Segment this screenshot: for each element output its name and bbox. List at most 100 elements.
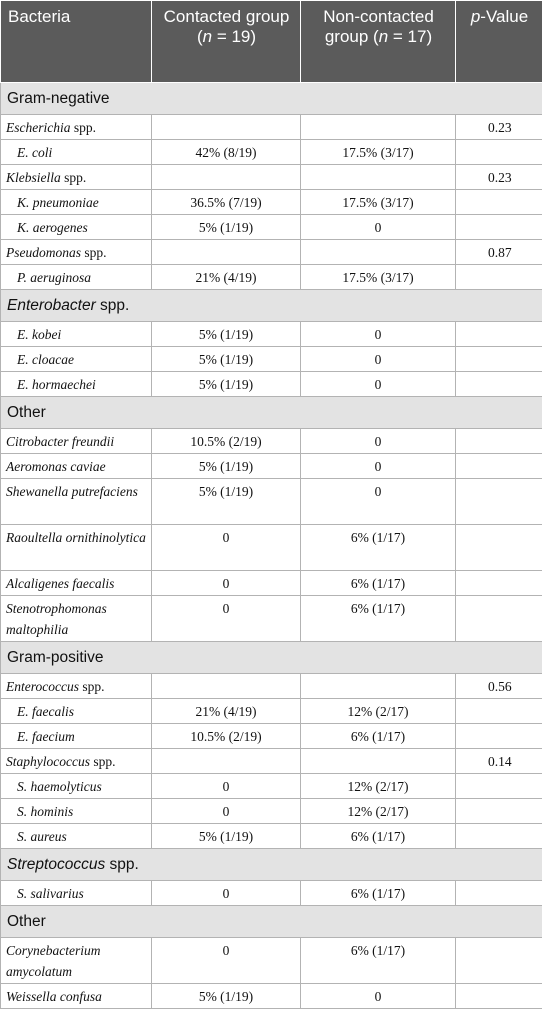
- noncontacted-value: 17.5% (3/17): [301, 140, 456, 165]
- bacteria-name: K. pneumoniae: [1, 190, 152, 215]
- table-row: K. aerogenes 5% (1/19) 0: [1, 215, 542, 240]
- p-value: [456, 938, 542, 984]
- contacted-value: 0: [152, 596, 301, 642]
- noncontacted-value: 0: [301, 372, 456, 397]
- noncontacted-value: [301, 240, 456, 265]
- bacteria-name: S. hominis: [1, 799, 152, 824]
- bacteria-name: Raoultella ornithinolytica: [1, 525, 152, 571]
- contacted-value: 10.5% (2/19): [152, 429, 301, 454]
- noncontacted-value: 6% (1/17): [301, 938, 456, 984]
- p-value: 0.56: [456, 674, 542, 699]
- p-value: 0.23: [456, 165, 542, 190]
- contacted-value: 21% (4/19): [152, 265, 301, 290]
- section-other: Other: [1, 906, 542, 938]
- contacted-value: 36.5% (7/19): [152, 190, 301, 215]
- header-row: Bacteria Contacted group (n = 19) Non-co…: [1, 1, 542, 83]
- section-row: Other: [1, 906, 542, 938]
- p-value: [456, 454, 542, 479]
- p-value: [456, 429, 542, 454]
- bacteria-name: Staphylococcus spp.: [1, 749, 152, 774]
- contacted-value: [152, 749, 301, 774]
- table-row: Stenotrophomonas maltophilia 0 6% (1/17): [1, 596, 542, 642]
- bacteria-name: Klebsiella spp.: [1, 165, 152, 190]
- table-row: S. aureus 5% (1/19) 6% (1/17): [1, 824, 542, 849]
- bacteria-name: Citrobacter freundii: [1, 429, 152, 454]
- header-contacted: Contacted group (n = 19): [152, 1, 301, 83]
- p-value: [456, 824, 542, 849]
- p-value: [456, 265, 542, 290]
- bacteria-name: E. hormaechei: [1, 372, 152, 397]
- noncontacted-value: 6% (1/17): [301, 596, 456, 642]
- noncontacted-value: 12% (2/17): [301, 799, 456, 824]
- noncontacted-value: 6% (1/17): [301, 881, 456, 906]
- contacted-value: 0: [152, 774, 301, 799]
- header-bacteria: Bacteria: [1, 1, 152, 83]
- table-row: E. hormaechei 5% (1/19) 0: [1, 372, 542, 397]
- contacted-value: [152, 165, 301, 190]
- section-gram-positive: Gram-positive: [1, 642, 542, 674]
- contacted-value: 5% (1/19): [152, 454, 301, 479]
- table-row: S. haemolyticus 0 12% (2/17): [1, 774, 542, 799]
- section-row: Streptococcus spp.: [1, 849, 542, 881]
- contacted-value: 5% (1/19): [152, 372, 301, 397]
- header-p-value: p-Value: [456, 1, 542, 83]
- bacteria-name: P. aeruginosa: [1, 265, 152, 290]
- bacteria-name: Corynebacterium amycolatum: [1, 938, 152, 984]
- p-value: [456, 479, 542, 525]
- contacted-value: 0: [152, 938, 301, 984]
- contacted-value: [152, 115, 301, 140]
- section-gram-negative: Gram-negative: [1, 83, 542, 115]
- p-value: [456, 347, 542, 372]
- p-value: [456, 799, 542, 824]
- noncontacted-value: 6% (1/17): [301, 525, 456, 571]
- p-value: 0.23: [456, 115, 542, 140]
- noncontacted-value: 0: [301, 322, 456, 347]
- noncontacted-value: 17.5% (3/17): [301, 265, 456, 290]
- noncontacted-value: 0: [301, 429, 456, 454]
- p-value: [456, 215, 542, 240]
- contacted-value: 21% (4/19): [152, 699, 301, 724]
- bacteria-name: S. aureus: [1, 824, 152, 849]
- bacteria-name: Pseudomonas spp.: [1, 240, 152, 265]
- contacted-value: 10.5% (2/19): [152, 724, 301, 749]
- p-value: [456, 699, 542, 724]
- table-row: P. aeruginosa 21% (4/19) 17.5% (3/17): [1, 265, 542, 290]
- table-row: Citrobacter freundii 10.5% (2/19) 0: [1, 429, 542, 454]
- table-row: Shewanella putrefaciens 5% (1/19) 0: [1, 479, 542, 525]
- section-other: Other: [1, 397, 542, 429]
- contacted-value: [152, 674, 301, 699]
- noncontacted-value: 0: [301, 347, 456, 372]
- table-row: Raoultella ornithinolytica 0 6% (1/17): [1, 525, 542, 571]
- contacted-value: 5% (1/19): [152, 479, 301, 525]
- noncontacted-value: 0: [301, 479, 456, 525]
- bacteria-name: Stenotrophomonas maltophilia: [1, 596, 152, 642]
- contacted-value: 5% (1/19): [152, 824, 301, 849]
- bacteria-name: K. aerogenes: [1, 215, 152, 240]
- table-row: Klebsiella spp. 0.23: [1, 165, 542, 190]
- section-row: Other: [1, 397, 542, 429]
- p-value: 0.87: [456, 240, 542, 265]
- noncontacted-value: 6% (1/17): [301, 571, 456, 596]
- p-value: [456, 881, 542, 906]
- table-row: Alcaligenes faecalis 0 6% (1/17): [1, 571, 542, 596]
- bacteria-name: E. cloacae: [1, 347, 152, 372]
- bacteria-name: S. haemolyticus: [1, 774, 152, 799]
- section-row: Enterobacter spp.: [1, 290, 542, 322]
- contacted-value: 0: [152, 571, 301, 596]
- header-noncontacted: Non-contacted group (n = 17): [301, 1, 456, 83]
- bacteria-name: E. coli: [1, 140, 152, 165]
- table-row: E. faecalis 21% (4/19) 12% (2/17): [1, 699, 542, 724]
- table-row: E. faecium 10.5% (2/19) 6% (1/17): [1, 724, 542, 749]
- noncontacted-value: 0: [301, 215, 456, 240]
- table-row: Staphylococcus spp. 0.14: [1, 749, 542, 774]
- noncontacted-value: [301, 115, 456, 140]
- bacteria-name: E. kobei: [1, 322, 152, 347]
- noncontacted-value: 17.5% (3/17): [301, 190, 456, 215]
- noncontacted-value: [301, 674, 456, 699]
- contacted-value: [152, 240, 301, 265]
- section-row: Gram-positive: [1, 642, 542, 674]
- table-row: E. kobei 5% (1/19) 0: [1, 322, 542, 347]
- bacteria-name: Enterococcus spp.: [1, 674, 152, 699]
- p-value: [456, 774, 542, 799]
